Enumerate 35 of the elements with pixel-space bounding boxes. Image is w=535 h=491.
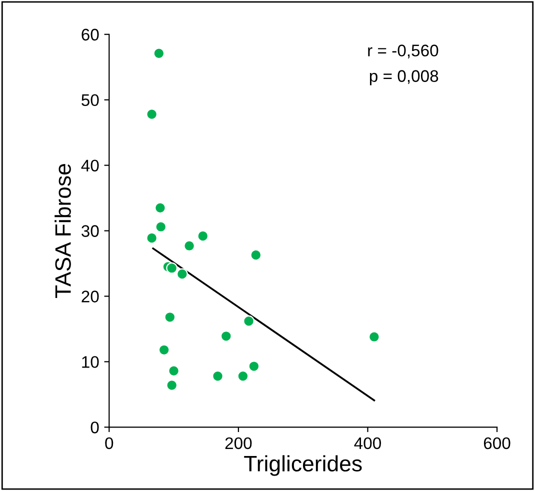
point xyxy=(153,48,165,60)
x-tick-label: 0 xyxy=(105,437,114,450)
y-tick-label: 20 xyxy=(82,290,99,302)
point xyxy=(146,108,158,120)
annotation: p = 0,008 xyxy=(370,70,438,86)
point xyxy=(158,344,170,356)
point xyxy=(166,262,178,274)
point xyxy=(164,311,176,323)
point xyxy=(184,240,196,252)
point xyxy=(155,221,167,233)
point xyxy=(168,365,180,377)
point xyxy=(237,370,249,382)
point xyxy=(248,360,260,372)
point xyxy=(146,232,158,244)
x-tick-label: 400 xyxy=(354,437,381,450)
x-axis-title: Triglicerides xyxy=(244,455,362,476)
point xyxy=(176,268,188,280)
y-tick-label: 40 xyxy=(81,160,99,172)
point xyxy=(220,330,232,342)
y-tick-label: 0 xyxy=(90,422,99,434)
point xyxy=(197,230,209,242)
point xyxy=(212,370,224,382)
point xyxy=(166,380,178,391)
annotation: r = -0,560 xyxy=(368,44,438,58)
x-tick-label: 200 xyxy=(225,437,252,450)
y-tick-label: 10 xyxy=(82,356,99,368)
y-tick-label: 30 xyxy=(82,225,99,237)
y-tick-label: 60 xyxy=(82,28,99,41)
point xyxy=(368,331,380,343)
y-axis-title: TASA Fibrose xyxy=(54,164,71,298)
x-tick-label: 600 xyxy=(484,437,510,450)
point xyxy=(154,202,166,214)
point xyxy=(250,249,262,261)
y-tick-label: 50 xyxy=(82,94,99,106)
point xyxy=(243,315,254,327)
